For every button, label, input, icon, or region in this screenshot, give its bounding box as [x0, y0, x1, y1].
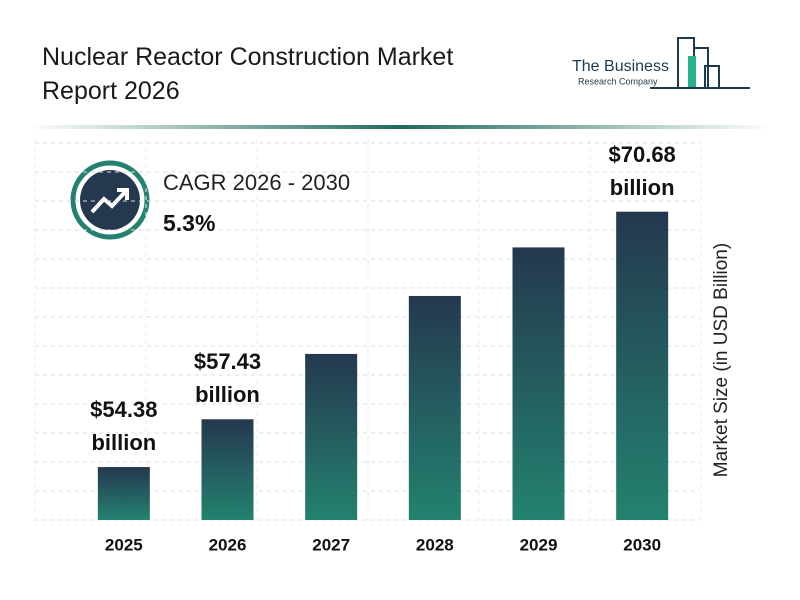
value-label: $57.43 billion [193, 349, 262, 408]
x-tick-label: 2028 [416, 535, 454, 554]
y-axis-label: Market Size (in USD Billion) [711, 243, 732, 477]
x-tick-label: 2029 [520, 535, 558, 554]
x-tick-label: 2025 [105, 535, 143, 554]
bar [201, 419, 254, 520]
bar [97, 467, 150, 520]
value-label: $54.38 billion [90, 397, 158, 456]
divider [30, 125, 770, 129]
brand-name: The Business [572, 58, 669, 75]
logo [650, 37, 750, 89]
bar [512, 247, 565, 520]
cagr-icon [70, 160, 150, 240]
brand-sub: Research Company [578, 76, 658, 86]
cagr-label: CAGR 2026 - 2030 [163, 170, 351, 195]
x-tick-label: 2030 [623, 535, 661, 554]
x-tick-label: 2027 [312, 535, 350, 554]
x-tick-label: 2026 [209, 535, 247, 554]
value-label: $70.68 billion [608, 141, 676, 200]
title: Nuclear Reactor Construction Market Repo… [42, 43, 454, 105]
bar [305, 353, 358, 520]
bar [408, 295, 461, 520]
cagr-value: 5.3% [163, 210, 216, 236]
bar [616, 211, 669, 520]
